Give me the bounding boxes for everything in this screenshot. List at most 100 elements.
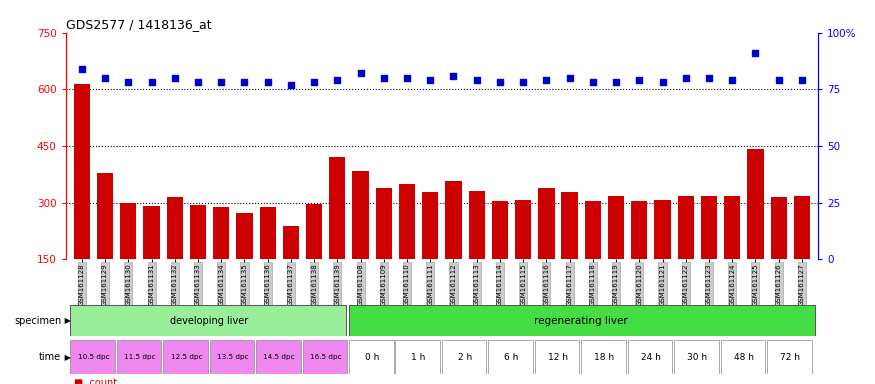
Text: 1 h: 1 h bbox=[411, 353, 426, 362]
Point bbox=[679, 75, 693, 81]
Text: 0 h: 0 h bbox=[365, 353, 380, 362]
Point bbox=[516, 79, 530, 86]
Bar bbox=[190, 205, 206, 259]
Bar bbox=[677, 196, 694, 259]
Text: 48 h: 48 h bbox=[734, 353, 753, 362]
Text: 16.5 dpc: 16.5 dpc bbox=[310, 354, 341, 360]
Bar bbox=[396, 340, 440, 374]
Bar bbox=[399, 184, 415, 259]
Text: ■  count: ■ count bbox=[74, 378, 117, 384]
Point bbox=[354, 70, 367, 76]
Bar bbox=[120, 203, 136, 259]
Bar bbox=[166, 197, 183, 259]
Text: specimen: specimen bbox=[14, 316, 61, 326]
Point bbox=[214, 79, 228, 86]
Bar bbox=[584, 202, 601, 259]
Bar bbox=[375, 188, 392, 259]
Point bbox=[400, 75, 414, 81]
Text: 72 h: 72 h bbox=[780, 353, 801, 362]
Bar bbox=[721, 340, 765, 374]
Text: 12.5 dpc: 12.5 dpc bbox=[171, 354, 202, 360]
Text: 30 h: 30 h bbox=[687, 353, 707, 362]
Point bbox=[377, 75, 391, 81]
Bar bbox=[97, 173, 113, 259]
Text: 24 h: 24 h bbox=[641, 353, 661, 362]
Bar bbox=[654, 200, 670, 259]
Point bbox=[609, 79, 623, 86]
Bar bbox=[70, 340, 115, 374]
Bar bbox=[422, 192, 438, 259]
Point bbox=[446, 73, 460, 79]
Point bbox=[633, 77, 647, 83]
Bar bbox=[445, 180, 462, 259]
Bar bbox=[144, 206, 160, 259]
Bar bbox=[210, 340, 255, 374]
Text: 12 h: 12 h bbox=[548, 353, 568, 362]
Bar bbox=[349, 305, 815, 336]
Bar bbox=[283, 226, 299, 259]
Bar bbox=[631, 202, 648, 259]
Bar bbox=[771, 197, 787, 259]
Point bbox=[586, 79, 600, 86]
Text: ▶: ▶ bbox=[62, 353, 71, 362]
Point bbox=[794, 77, 808, 83]
Bar bbox=[260, 207, 276, 259]
Point bbox=[284, 82, 298, 88]
Bar bbox=[562, 192, 578, 259]
Bar bbox=[442, 340, 487, 374]
Bar bbox=[349, 340, 394, 374]
Bar bbox=[674, 340, 718, 374]
Point bbox=[539, 77, 553, 83]
Point bbox=[307, 79, 321, 86]
Bar bbox=[306, 204, 322, 259]
Bar bbox=[469, 191, 485, 259]
Bar bbox=[492, 202, 508, 259]
Text: GDS2577 / 1418136_at: GDS2577 / 1418136_at bbox=[66, 18, 211, 31]
Text: 14.5 dpc: 14.5 dpc bbox=[263, 354, 295, 360]
Point bbox=[748, 50, 762, 56]
Bar bbox=[163, 340, 207, 374]
Bar bbox=[329, 157, 346, 259]
Point bbox=[493, 79, 507, 86]
Point bbox=[75, 66, 89, 72]
Point bbox=[122, 79, 136, 86]
Point bbox=[144, 79, 158, 86]
Bar bbox=[767, 340, 812, 374]
Point bbox=[772, 77, 786, 83]
Point bbox=[331, 77, 345, 83]
Point bbox=[725, 77, 739, 83]
Bar bbox=[608, 196, 624, 259]
Text: developing liver: developing liver bbox=[171, 316, 248, 326]
Bar bbox=[70, 305, 346, 336]
Bar bbox=[701, 196, 717, 259]
Bar bbox=[488, 340, 533, 374]
Point bbox=[237, 79, 251, 86]
Point bbox=[424, 77, 438, 83]
Text: 6 h: 6 h bbox=[504, 353, 519, 362]
Bar bbox=[303, 340, 347, 374]
Point bbox=[261, 79, 275, 86]
Point bbox=[98, 75, 112, 81]
Point bbox=[655, 79, 669, 86]
Bar bbox=[538, 188, 555, 259]
Text: 10.5 dpc: 10.5 dpc bbox=[78, 354, 109, 360]
Bar bbox=[515, 200, 531, 259]
Text: 2 h: 2 h bbox=[458, 353, 472, 362]
Bar bbox=[724, 196, 740, 259]
Text: 13.5 dpc: 13.5 dpc bbox=[217, 354, 248, 360]
Point bbox=[191, 79, 205, 86]
Bar bbox=[116, 340, 161, 374]
Text: 11.5 dpc: 11.5 dpc bbox=[124, 354, 156, 360]
Bar bbox=[581, 340, 626, 374]
Bar bbox=[74, 84, 90, 259]
Bar bbox=[535, 340, 579, 374]
Text: time: time bbox=[39, 352, 61, 362]
Bar bbox=[214, 207, 229, 259]
Bar bbox=[256, 340, 301, 374]
Bar bbox=[627, 340, 672, 374]
Bar bbox=[747, 149, 764, 259]
Bar bbox=[236, 213, 253, 259]
Text: 18 h: 18 h bbox=[594, 353, 614, 362]
Point bbox=[563, 75, 577, 81]
Text: ▶: ▶ bbox=[62, 316, 71, 325]
